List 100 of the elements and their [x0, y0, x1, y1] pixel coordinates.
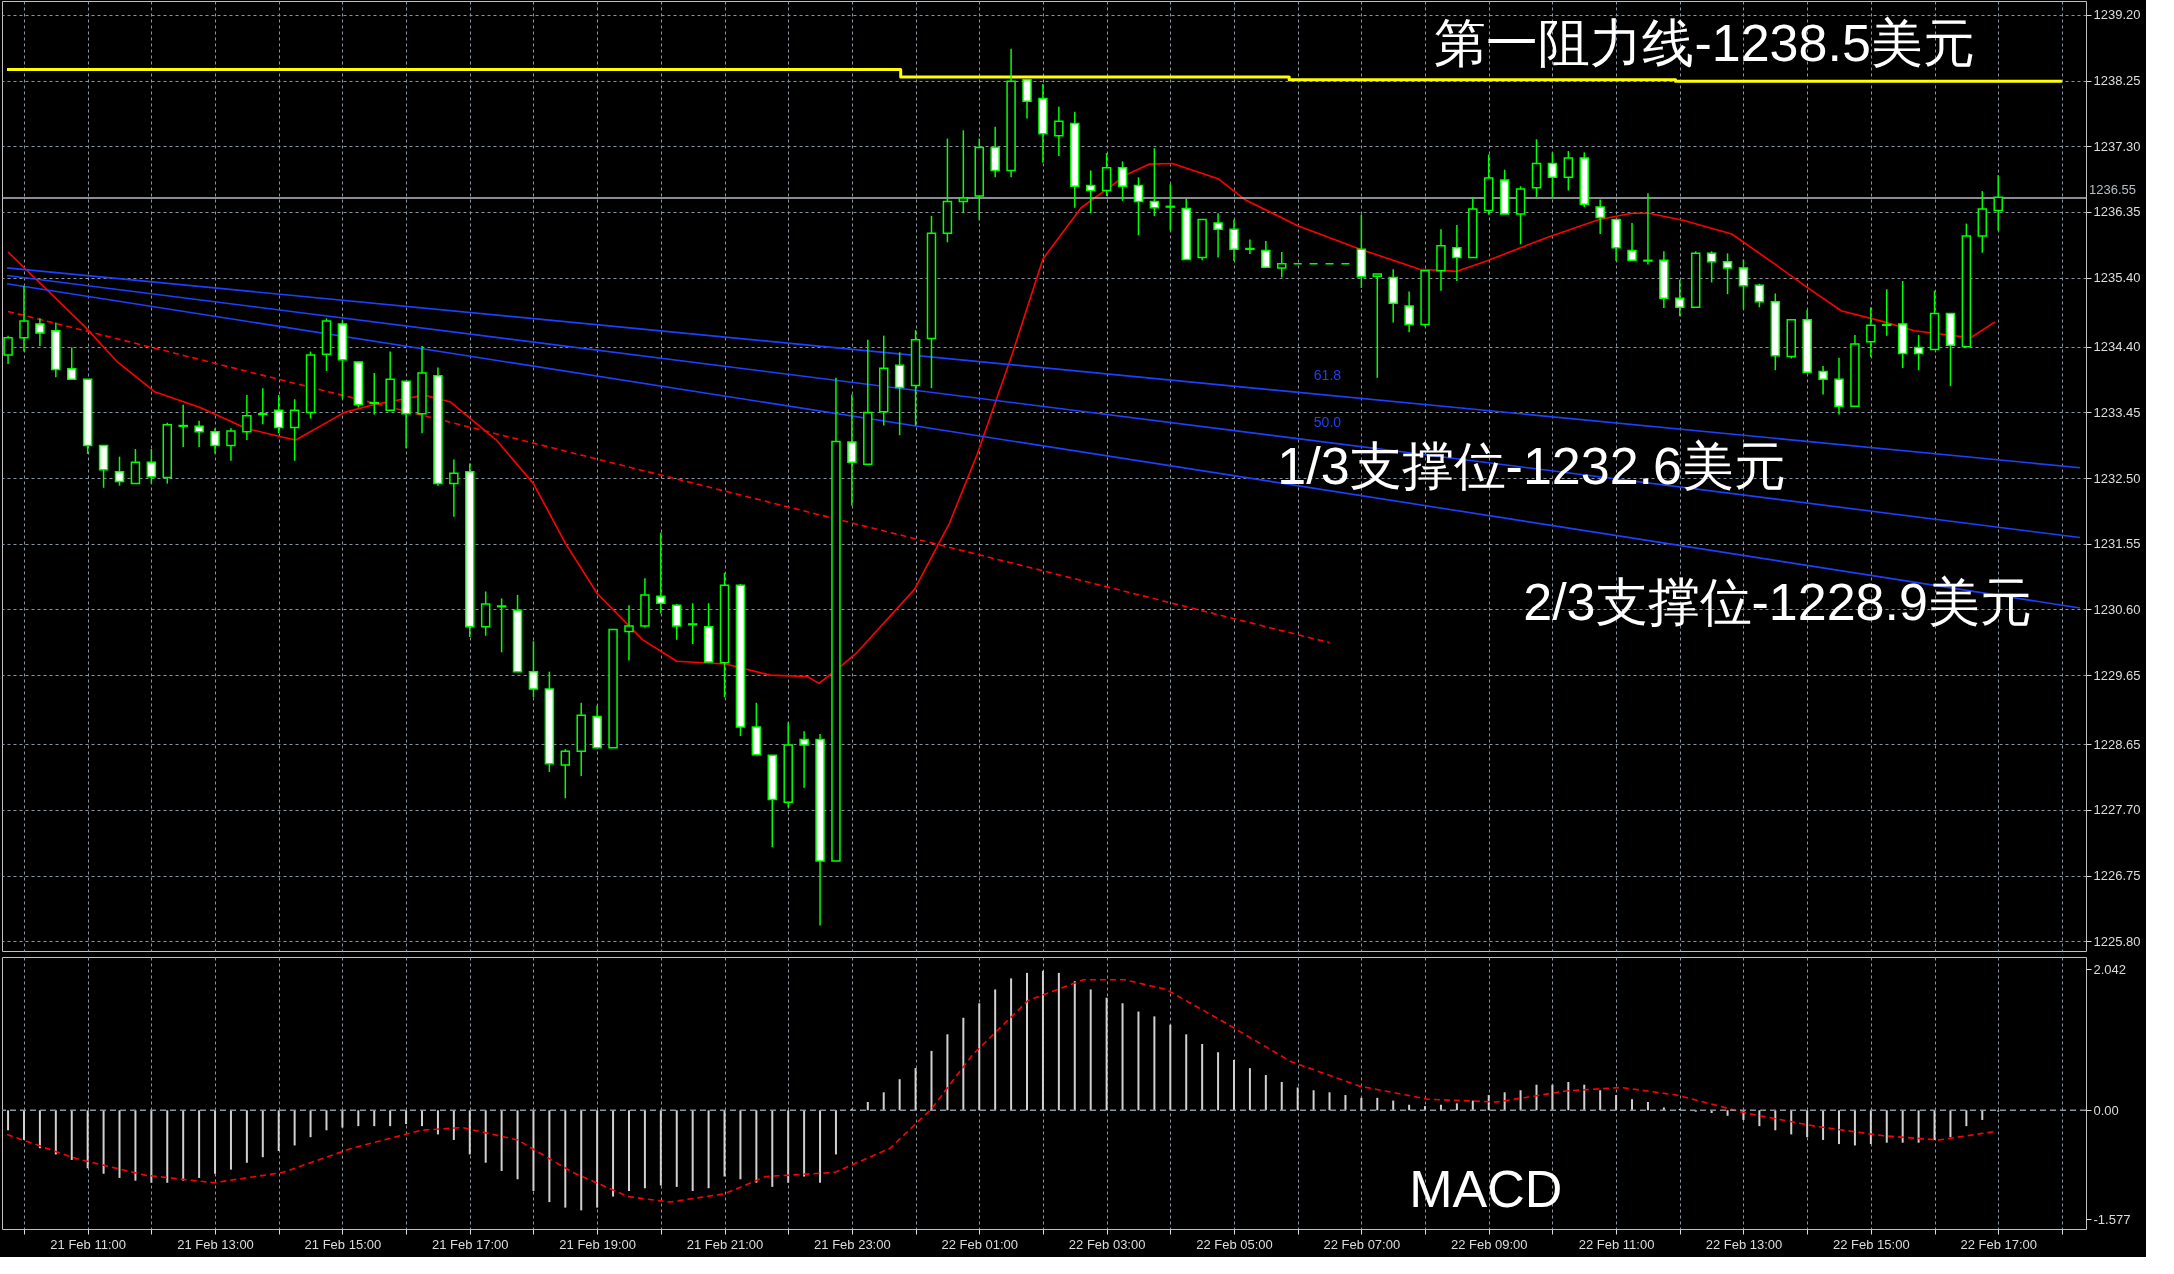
bar: [1981, 1110, 1984, 1120]
bar: [1424, 1106, 1427, 1111]
bar: [102, 1110, 105, 1174]
bar: [357, 1110, 360, 1127]
bar: [1901, 1110, 1904, 1143]
bar: [723, 1110, 726, 1177]
bar: [182, 1110, 185, 1181]
bar: [1137, 1011, 1140, 1111]
candlestick: [672, 603, 682, 641]
bar: [1041, 970, 1044, 1111]
bar: [293, 1110, 296, 1146]
candlestick: [1563, 150, 1574, 192]
bar: [1280, 1081, 1283, 1111]
bar: [898, 1079, 901, 1111]
candlestick: [1722, 252, 1733, 295]
candlestick: [1882, 288, 1892, 337]
candlestick: [1022, 79, 1032, 120]
candlestick: [194, 419, 204, 448]
bar: [436, 1110, 439, 1135]
bar: [1217, 1052, 1220, 1111]
bar: [532, 1110, 535, 1192]
bar: [341, 1110, 344, 1128]
candlestick: [847, 393, 857, 507]
bar: [675, 1110, 678, 1187]
bar: [819, 1110, 822, 1183]
x-tick-label: 21 Feb 15:00: [304, 1236, 382, 1252]
bar: [1535, 1084, 1538, 1111]
x-tick-label: 22 Feb 07:00: [1323, 1236, 1401, 1252]
bar: [86, 1110, 89, 1169]
bar: [930, 1050, 933, 1111]
bar: [468, 1110, 471, 1155]
bar: [1455, 1103, 1458, 1111]
candlestick: [1675, 278, 1685, 318]
x-tick-label: 22 Feb 11:00: [1578, 1236, 1655, 1252]
series-label: 61.8: [1313, 367, 1342, 384]
candlestick: [1627, 222, 1637, 262]
bar: [1885, 1110, 1888, 1143]
y-tick-label: 1225.80: [2093, 933, 2141, 949]
bar: [198, 1110, 201, 1178]
x-tick-label: 22 Feb 01:00: [941, 1236, 1019, 1252]
bar: [707, 1110, 710, 1189]
candlestick: [1085, 169, 1096, 215]
bar: [1487, 1095, 1490, 1111]
bar: [118, 1110, 121, 1178]
candlestick: [1866, 306, 1876, 358]
bar: [1806, 1110, 1809, 1138]
x-tick-label: 22 Feb 05:00: [1196, 1236, 1273, 1252]
candlestick: [1372, 273, 1383, 379]
candlestick: [1993, 174, 2003, 232]
bar: [22, 1110, 25, 1140]
candlestick: [210, 427, 220, 455]
candlestick: [1261, 240, 1271, 268]
y-tick-label: 1237.30: [2093, 138, 2141, 154]
bar: [1567, 1081, 1570, 1111]
bar: [1822, 1110, 1825, 1140]
annotation: MACD: [1409, 1159, 1563, 1218]
candlestick: [1245, 238, 1255, 255]
candlestick: [528, 640, 539, 698]
bar: [882, 1092, 885, 1111]
candlestick: [289, 398, 300, 462]
bar: [70, 1110, 73, 1160]
bar: [452, 1110, 455, 1140]
candlestick: [130, 448, 141, 485]
bar: [245, 1110, 248, 1163]
candlestick: [1117, 160, 1128, 202]
bar: [405, 1110, 408, 1125]
candlestick: [35, 317, 45, 347]
candlestick: [894, 351, 905, 436]
bar: [691, 1110, 694, 1192]
bar: [1774, 1110, 1777, 1131]
bar: [1376, 1097, 1379, 1111]
candlestick: [1213, 212, 1223, 259]
candlestick: [624, 604, 634, 662]
candlestick: [1452, 224, 1462, 282]
bar: [229, 1110, 232, 1170]
candlestick: [1277, 251, 1287, 279]
y-tick-label: 1238.25: [2093, 73, 2141, 89]
y-tick-label: 1227.70: [2093, 802, 2141, 818]
y-tick-label: 1233.45: [2093, 404, 2141, 420]
bar: [1360, 1097, 1363, 1111]
candlestick: [1818, 365, 1828, 396]
bar: [787, 1110, 790, 1183]
y-tick-label: 2.042: [2093, 961, 2127, 977]
y-tick-label: 1239.20: [2093, 7, 2141, 23]
bar: [1503, 1092, 1506, 1111]
bar: [261, 1110, 264, 1158]
bar: [1328, 1092, 1331, 1111]
bar: [1392, 1100, 1395, 1111]
bar: [134, 1110, 137, 1181]
y-tick-label: 1226.75: [2093, 868, 2141, 884]
x-tick-label: 21 Feb 17:00: [431, 1236, 509, 1252]
candlestick: [449, 458, 459, 518]
bar: [1010, 978, 1013, 1111]
x-tick-label: 22 Feb 03:00: [1068, 1236, 1146, 1252]
bar: [1758, 1110, 1761, 1127]
bar: [771, 1110, 774, 1187]
bar: [1296, 1087, 1299, 1111]
candlestick: [226, 427, 236, 462]
y-tick-label: 1231.55: [2093, 536, 2141, 552]
candlestick: [1165, 183, 1176, 232]
